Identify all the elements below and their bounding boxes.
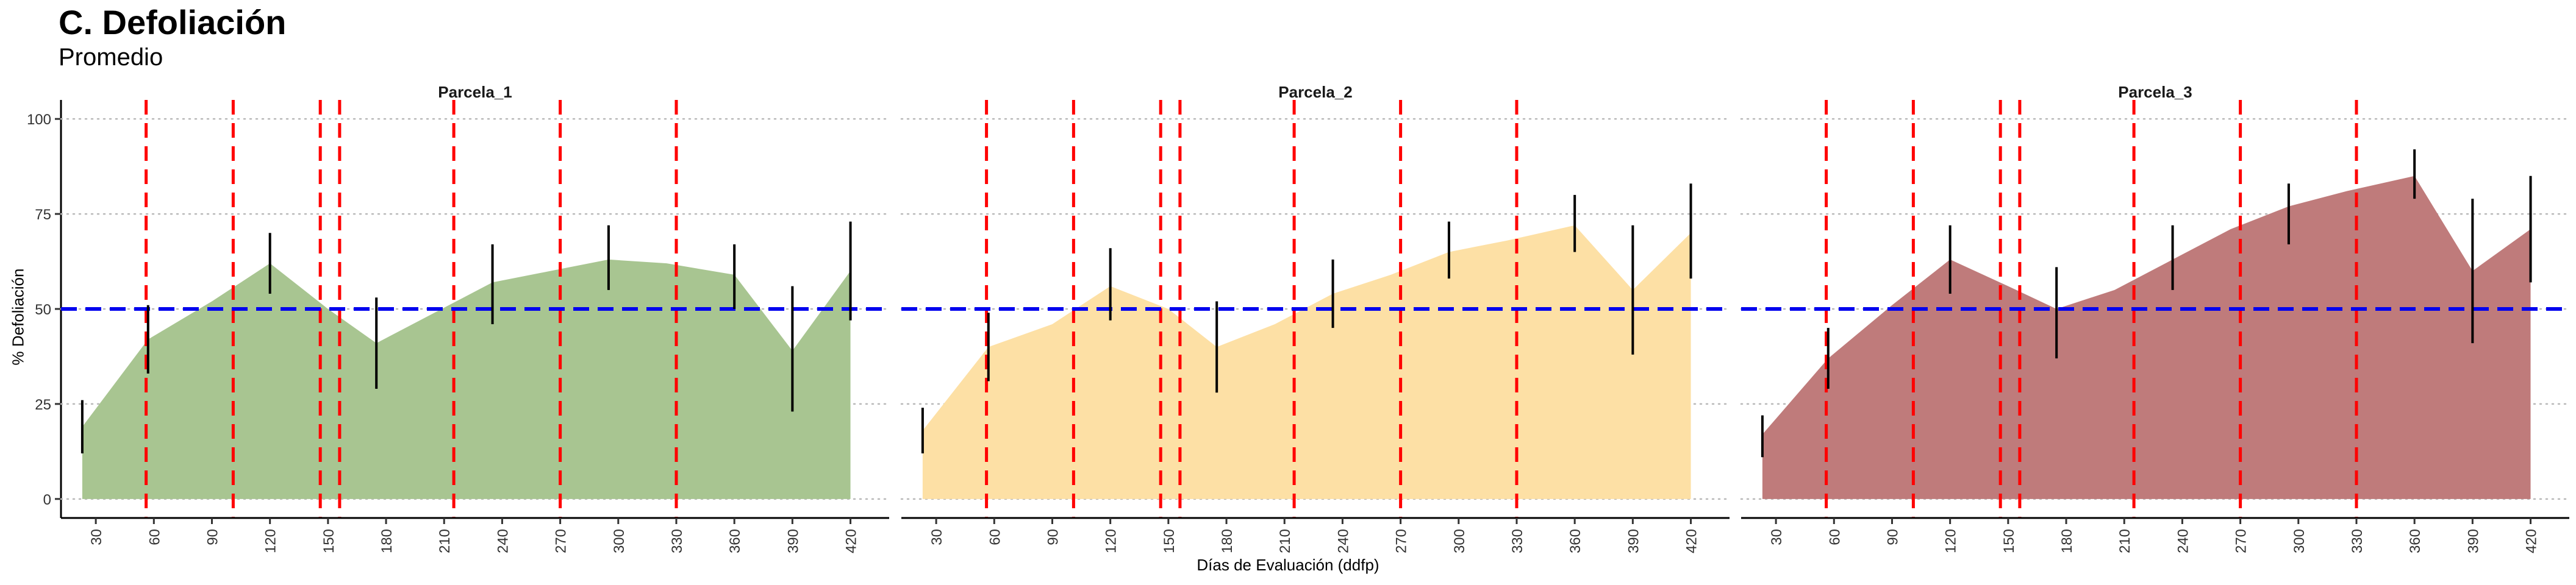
x-tick-label: 90 (204, 529, 221, 545)
x-tick-label: 300 (611, 529, 628, 553)
x-tick-label: 240 (2175, 529, 2191, 553)
series-area (82, 259, 851, 499)
x-tick-label: 120 (1943, 529, 1959, 553)
x-tick-label: 390 (785, 529, 801, 553)
y-tick-label: 25 (35, 397, 51, 413)
x-tick-label: 180 (1219, 529, 1236, 553)
x-tick-label: 420 (1684, 529, 1700, 553)
y-tick-label: 75 (35, 207, 51, 223)
x-tick-label: 390 (2465, 529, 2481, 553)
series-area (1762, 176, 2531, 499)
x-axis-label: Días de Evaluación (ddfp) (1197, 556, 1379, 574)
x-tick-label: 210 (1277, 529, 1293, 553)
x-tick-label: 270 (2233, 529, 2250, 553)
panel-title: Parcela_1 (438, 83, 512, 101)
x-tick-label: 240 (1335, 529, 1351, 553)
x-tick-label: 150 (321, 529, 337, 553)
x-tick-label: 330 (2349, 529, 2366, 553)
x-tick-label: 330 (1509, 529, 1526, 553)
x-tick-label: 240 (495, 529, 511, 553)
x-tick-label: 300 (1451, 529, 1468, 553)
x-tick-label: 300 (2291, 529, 2308, 553)
y-tick-label: 50 (35, 302, 51, 318)
chart-title: C. Defoliación (59, 3, 287, 41)
x-tick-label: 120 (263, 529, 279, 553)
x-tick-label: 150 (2001, 529, 2017, 553)
y-tick-label: 100 (27, 112, 51, 128)
y-tick-label: 0 (43, 492, 51, 508)
x-tick-label: 120 (1103, 529, 1120, 553)
x-tick-label: 360 (1567, 529, 1584, 553)
chart-subtitle: Promedio (59, 44, 163, 71)
panel-title: Parcela_3 (2118, 83, 2192, 101)
x-tick-label: 330 (669, 529, 685, 553)
series-area (922, 225, 1691, 499)
x-tick-label: 60 (146, 529, 163, 545)
x-tick-label: 60 (1826, 529, 1843, 545)
x-tick-label: 420 (843, 529, 860, 553)
panel-parcela-2: Parcela_2 30 60 90 120 150 180 210 240 270 300 330 3… (900, 83, 1731, 553)
x-tick-label: 90 (1884, 529, 1901, 545)
x-tick-label: 360 (727, 529, 743, 553)
x-tick-label: 390 (1625, 529, 1642, 553)
x-tick-label: 90 (1045, 529, 1061, 545)
x-tick-label: 30 (1769, 529, 1785, 545)
panel-title: Parcela_2 (1278, 83, 1352, 101)
x-tick-label: 150 (1161, 529, 1178, 553)
x-tick-label: 180 (2059, 529, 2075, 553)
x-tick-label: 180 (379, 529, 395, 553)
x-tick-label: 210 (2117, 529, 2133, 553)
panel-parcela-1: Parcela_1 30 60 90 120 150 180 210 240 270 300 330 3… (60, 83, 890, 553)
x-tick-label: 30 (929, 529, 945, 545)
x-tick-label: 360 (2407, 529, 2424, 553)
x-tick-label: 60 (987, 529, 1003, 545)
x-tick-label: 30 (88, 529, 105, 545)
x-tick-label: 210 (437, 529, 453, 553)
panel-parcela-3: Parcela_3 30 60 90 120 150 180 210 240 270 300 330 3… (1740, 83, 2571, 553)
x-tick-label: 420 (2524, 529, 2540, 553)
x-tick-label: 270 (553, 529, 570, 553)
x-tick-label: 270 (1394, 529, 1410, 553)
